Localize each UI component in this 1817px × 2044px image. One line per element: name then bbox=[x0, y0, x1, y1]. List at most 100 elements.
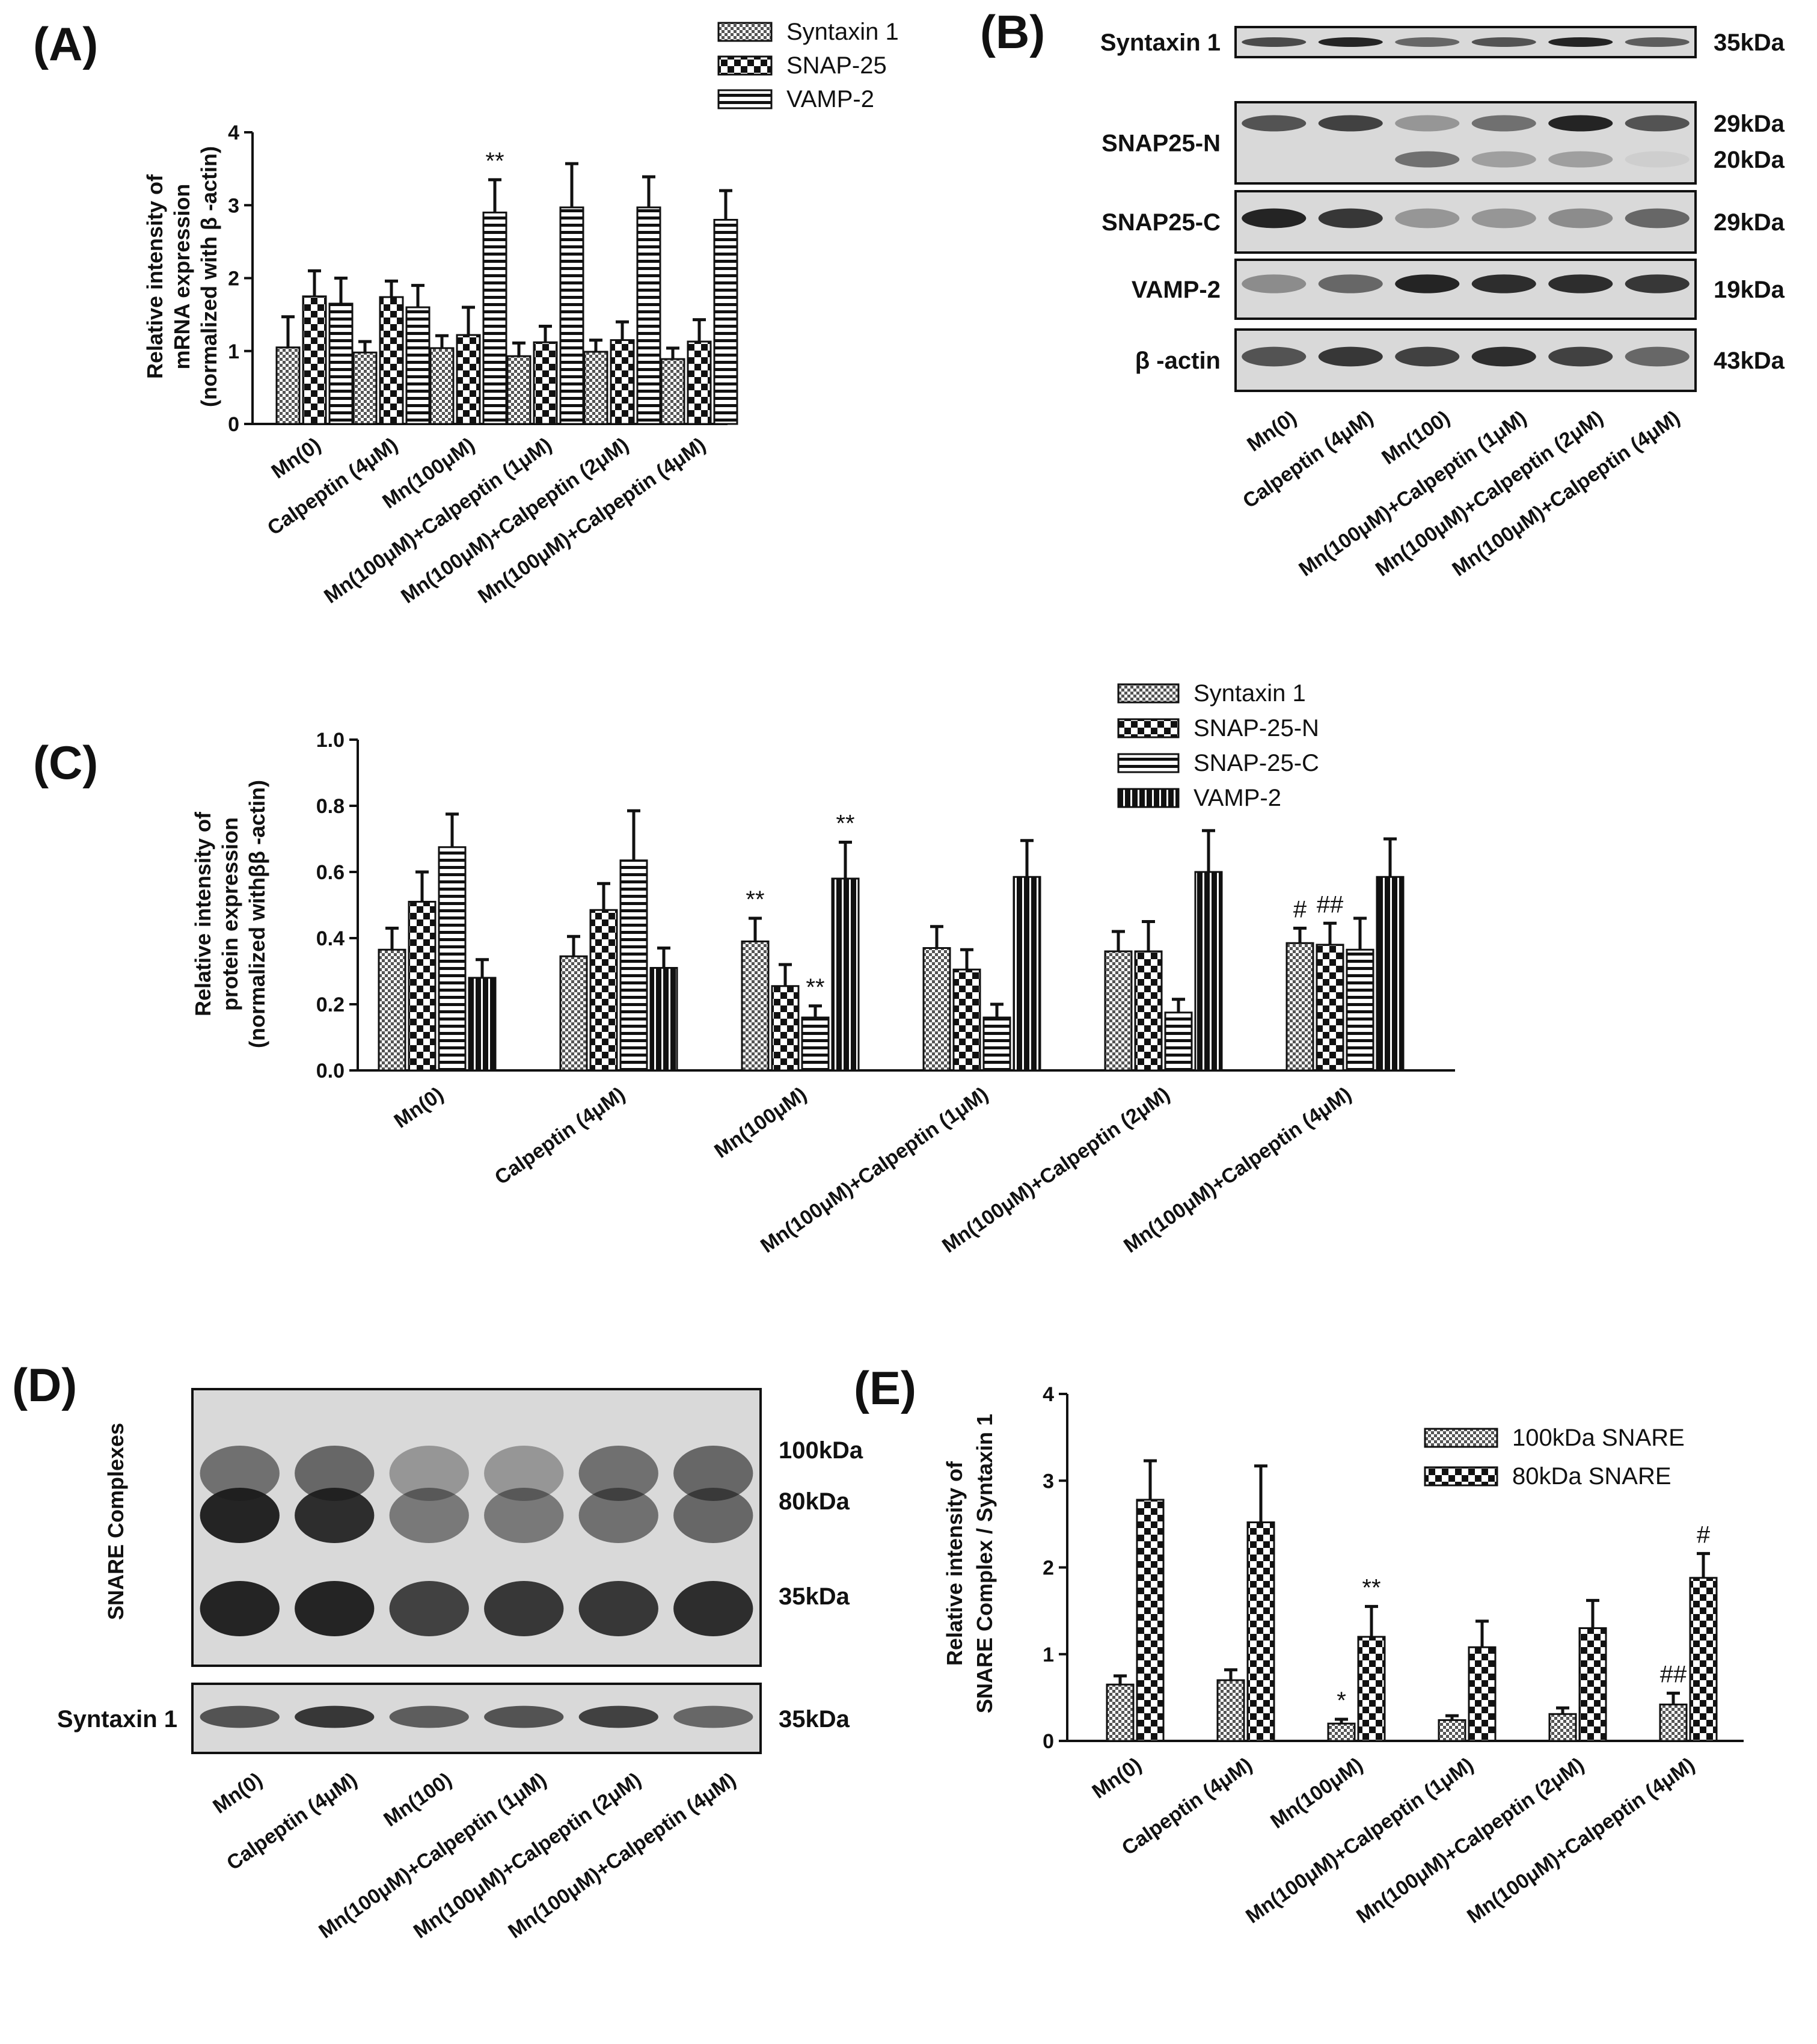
blot-row-label: β -actin bbox=[1135, 348, 1221, 374]
blot-d-lane-labels: Mn(0)Calpeptin (4μM) Mn(100)Mn(100μM)+Cal… bbox=[209, 1768, 740, 1943]
bar-c-2-0 bbox=[741, 941, 770, 1072]
blot-band bbox=[1395, 37, 1460, 47]
category-label: Calpeptin (4μM) bbox=[263, 433, 402, 539]
blot-row-label: Syntaxin 1 bbox=[57, 1706, 177, 1732]
bar-c-1-2 bbox=[619, 859, 648, 1072]
legend-e: 100kDa SNARE 80kDa SNARE bbox=[1424, 1425, 1685, 1490]
blot-band bbox=[1242, 208, 1307, 229]
blot-band bbox=[1242, 115, 1307, 132]
lane-label: Mn(0) bbox=[209, 1768, 266, 1818]
y-tick-label: 1.0 bbox=[316, 729, 345, 752]
blot-band bbox=[1471, 346, 1536, 367]
bar-a-5-0 bbox=[660, 358, 685, 425]
bar-a-3-2 bbox=[559, 206, 584, 425]
y-tick-label: 2 bbox=[1043, 1557, 1054, 1580]
blot-row-label: VAMP-2 bbox=[1132, 277, 1221, 303]
y-tick-label: 1 bbox=[1043, 1643, 1054, 1666]
blot-band bbox=[389, 1488, 469, 1543]
panel-label-a: (A) bbox=[33, 17, 98, 70]
bar-a-1-2 bbox=[405, 306, 431, 425]
bar-a-0-1 bbox=[302, 295, 327, 425]
blot-band bbox=[1395, 208, 1460, 229]
legend-entry: 100kDa SNARE bbox=[1512, 1425, 1685, 1451]
blot-band bbox=[295, 1488, 375, 1543]
blot-band bbox=[1548, 208, 1613, 229]
bar-c-3-2 bbox=[982, 1016, 1011, 1072]
bar-c-0-1 bbox=[408, 901, 437, 1072]
blot-band bbox=[200, 1581, 280, 1636]
blot-b-row bbox=[1234, 26, 1697, 58]
blot-band bbox=[295, 1581, 375, 1636]
legend-swatch bbox=[717, 22, 773, 42]
blot-band bbox=[1395, 346, 1460, 367]
bar-e-5-0 bbox=[1659, 1703, 1688, 1742]
bar-c-4-2 bbox=[1164, 1011, 1193, 1072]
legend-c: Syntaxin 1 SNAP-25-N SNAP-25-C VAMP-2 bbox=[1117, 680, 1319, 811]
significance-mark: * bbox=[1337, 1687, 1346, 1714]
bars-c: ******# ## bbox=[378, 809, 1405, 1072]
ylabel-c-line3: (normalized withββ -actin) bbox=[245, 780, 269, 1048]
blot-band bbox=[673, 1488, 753, 1543]
axes-c: 0.0 0.2 0.4 0.6 0.8 1.0 bbox=[316, 729, 1455, 1082]
significance-mark: # bbox=[1697, 1521, 1711, 1548]
bar-e-1-0 bbox=[1216, 1679, 1245, 1742]
category-label: Mn(0) bbox=[390, 1082, 448, 1132]
blot-band bbox=[1318, 346, 1383, 367]
blot-band bbox=[1242, 346, 1307, 367]
blot-band bbox=[1625, 346, 1690, 367]
blot-b-row bbox=[1234, 259, 1697, 320]
ylabel-a-line1: Relative intensity of bbox=[142, 174, 167, 379]
significance-mark: ** bbox=[1362, 1574, 1380, 1601]
bar-c-2-2 bbox=[801, 1016, 830, 1072]
category-labels-c: Mn(0) Calpeptin (4μM) Mn(100μM)Mn(100μM)+C… bbox=[390, 1082, 1356, 1257]
blot-band bbox=[1471, 37, 1536, 47]
bar-c-5-2 bbox=[1346, 948, 1374, 1072]
blot-band bbox=[1625, 151, 1690, 168]
bar-a-3-0 bbox=[506, 355, 532, 425]
category-labels-e: Mn(0)Calpeptin (4μM) Mn(100μM)Mn(100μM)+C… bbox=[1088, 1753, 1699, 1928]
legend-swatch bbox=[717, 89, 773, 109]
blot-band bbox=[1548, 151, 1613, 168]
y-tick-label: 3 bbox=[1043, 1470, 1054, 1493]
significance-mark: ** bbox=[836, 811, 854, 837]
chart-c: (C) Relative intensity of protein expres… bbox=[33, 680, 1455, 1257]
blot-marker-label: 100kDa bbox=[779, 1437, 863, 1464]
blot-marker-label: 35kDa bbox=[779, 1583, 850, 1610]
blot-band bbox=[1471, 274, 1536, 293]
blot-band bbox=[578, 1446, 658, 1501]
blot-band bbox=[1548, 115, 1613, 132]
bar-e-0-0 bbox=[1106, 1683, 1135, 1742]
bar-c-2-3 bbox=[831, 877, 860, 1072]
blot-band bbox=[1242, 37, 1307, 47]
y-tick-label: 0 bbox=[228, 413, 239, 436]
bar-e-1-1 bbox=[1246, 1521, 1275, 1742]
category-labels-a: Mn(0)Calpeptin (4μM)Mn(100μM)Mn(100μM)+C… bbox=[263, 433, 710, 608]
blot-band bbox=[1318, 274, 1383, 293]
ylabel-c-line1: Relative intensity of bbox=[191, 811, 215, 1016]
bar-c-1-1 bbox=[589, 909, 618, 1072]
y-tick-label: 0 bbox=[1043, 1730, 1054, 1753]
significance-mark: # bbox=[1293, 897, 1307, 923]
chart-a: (A) Relative intensity of mRNA expressio… bbox=[33, 17, 899, 608]
bar-e-2-0 bbox=[1327, 1722, 1356, 1742]
blot-d-syntaxin-row bbox=[191, 1683, 762, 1754]
blot-band bbox=[389, 1446, 469, 1501]
bar-a-0-0 bbox=[275, 346, 301, 425]
legend-entry: VAMP-2 bbox=[1193, 785, 1281, 811]
blot-d-snare-panel bbox=[191, 1388, 762, 1667]
category-label: Mn(0) bbox=[1088, 1753, 1146, 1803]
bar-c-1-0 bbox=[559, 955, 588, 1072]
ylabel-e-line2: SNARE Complex / Syntaxin 1 bbox=[972, 1414, 997, 1713]
legend-swatch bbox=[1424, 1466, 1498, 1487]
panel-label-b: (B) bbox=[980, 5, 1045, 58]
blot-band bbox=[200, 1488, 280, 1543]
blot-band bbox=[578, 1488, 658, 1543]
legend-swatch bbox=[1117, 718, 1180, 738]
bars-a: ** bbox=[275, 148, 738, 425]
blot-band bbox=[673, 1705, 753, 1728]
bar-c-3-3 bbox=[1013, 876, 1041, 1072]
bar-c-4-0 bbox=[1104, 950, 1133, 1072]
blot-band bbox=[1318, 37, 1383, 47]
blot-band bbox=[1242, 274, 1307, 293]
blot-row-label: Syntaxin 1 bbox=[1100, 29, 1221, 56]
